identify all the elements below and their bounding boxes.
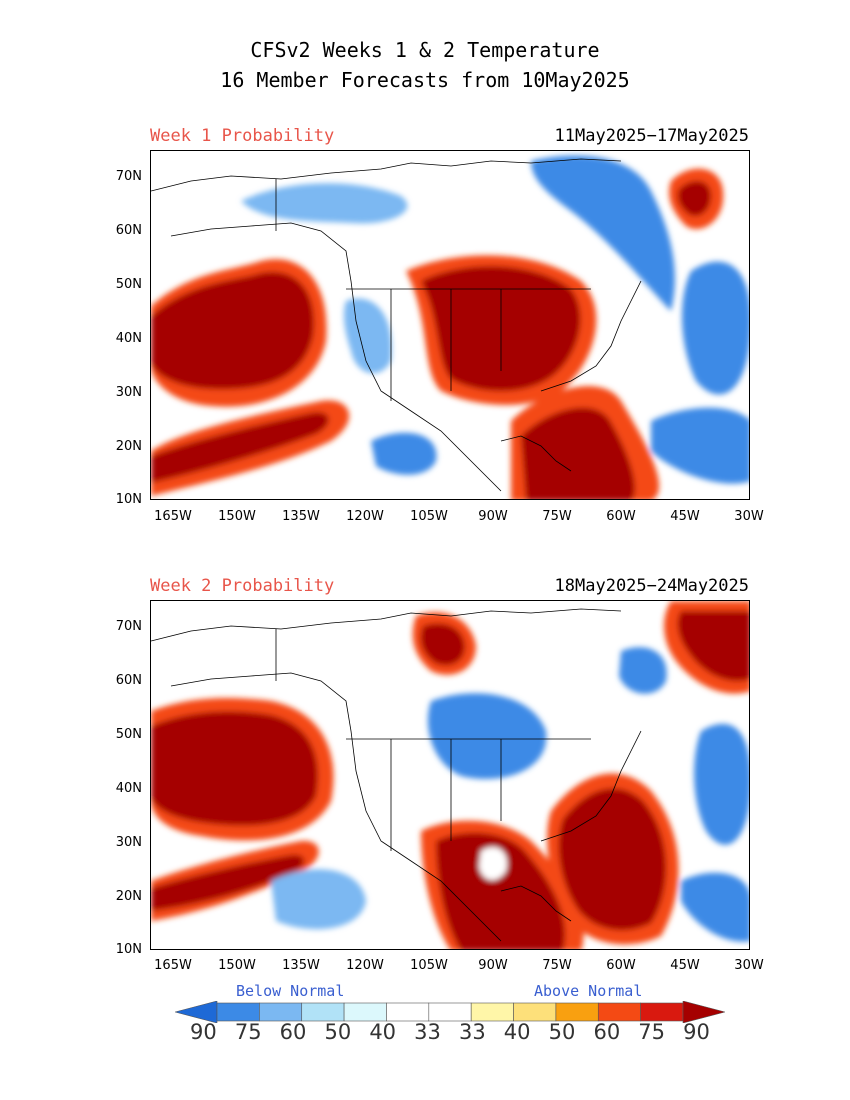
colorbar-right-arrow (682, 1001, 725, 1023)
week1-map (150, 150, 750, 500)
lon-tick: 75W (542, 958, 572, 973)
chart-title: CFSv2 Weeks 1 & 2 Temperature (250, 38, 600, 62)
colorbar-label: 90 (683, 1020, 710, 1044)
colorbar-swatch (597, 1002, 641, 1022)
panel1-label: Week 1 Probability (150, 126, 335, 146)
panel1-dates: 11May2025−17May2025 (554, 126, 749, 146)
lat-tick: 60N (115, 223, 142, 238)
colorbar-swatch (343, 1002, 387, 1022)
colorbar-swatch (301, 1002, 345, 1022)
lat-tick: 20N (115, 439, 142, 454)
colorbar-label: 50 (324, 1020, 352, 1044)
colorbar-swatch (428, 1002, 472, 1022)
below-normal-label: Below Normal (236, 982, 345, 1000)
lat-tick: 40N (115, 331, 142, 346)
lon-tick: 30W (734, 509, 764, 524)
colorbar-swatch (470, 1002, 514, 1022)
lon-tick: 135W (282, 509, 320, 524)
colorbar-label: 33 (458, 1020, 486, 1044)
panel2-dates: 18May2025−24May2025 (554, 576, 749, 596)
colorbar-label: 75 (234, 1020, 262, 1044)
colorbar-swatch (513, 1002, 557, 1022)
colorbar-label: 40 (503, 1020, 531, 1044)
lon-tick: 60W (606, 509, 636, 524)
lon-tick: 105W (410, 958, 448, 973)
colorbar-label: 60 (593, 1020, 621, 1044)
lon-tick: 45W (670, 958, 700, 973)
colorbar-swatch (216, 1002, 260, 1022)
lat-tick: 70N (115, 619, 142, 634)
lon-tick: 90W (478, 509, 508, 524)
colorbar-swatch (259, 1002, 303, 1022)
colorbar-label: 33 (414, 1020, 441, 1044)
lon-tick: 75W (542, 509, 572, 524)
colorbar-labels: 90 75 60 50 40 33 33 40 50 60 75 90 (190, 1020, 710, 1044)
panel2-label: Week 2 Probability (150, 576, 335, 596)
lat-tick: 70N (115, 169, 142, 184)
colorbar-label: 60 (279, 1020, 307, 1044)
colorbar-swatch (555, 1002, 599, 1022)
lon-tick: 60W (606, 958, 636, 973)
colorbar (175, 1001, 725, 1023)
lat-tick: 40N (115, 781, 142, 796)
lat-tick: 60N (115, 673, 142, 688)
chart-subtitle: 16 Member Forecasts from 10May2025 (220, 68, 630, 92)
lon-tick: 135W (282, 958, 320, 973)
lon-tick: 150W (218, 509, 256, 524)
lat-tick: 10N (115, 942, 142, 957)
lat-tick: 20N (115, 889, 142, 904)
colorbar-label: 50 (548, 1020, 576, 1044)
colorbar-swatch (640, 1002, 684, 1022)
colorbar-label: 90 (190, 1020, 217, 1044)
lon-tick: 120W (346, 509, 384, 524)
colorbar-label: 75 (638, 1020, 666, 1044)
lat-tick: 50N (115, 277, 142, 292)
lat-tick: 30N (115, 835, 142, 850)
lon-tick: 90W (478, 958, 508, 973)
colorbar-swatch (386, 1002, 430, 1022)
lat-tick: 30N (115, 385, 142, 400)
week2-map (150, 600, 750, 950)
lon-tick: 30W (734, 958, 764, 973)
lat-tick: 10N (115, 492, 142, 507)
colorbar-label: 40 (369, 1020, 397, 1044)
lon-tick: 165W (154, 509, 192, 524)
lon-tick: 165W (154, 958, 192, 973)
above-normal-label: Above Normal (534, 982, 643, 1000)
lon-tick: 45W (670, 509, 700, 524)
lon-tick: 120W (346, 958, 384, 973)
lon-tick: 105W (410, 509, 448, 524)
lat-tick: 50N (115, 727, 142, 742)
lon-tick: 150W (218, 958, 256, 973)
